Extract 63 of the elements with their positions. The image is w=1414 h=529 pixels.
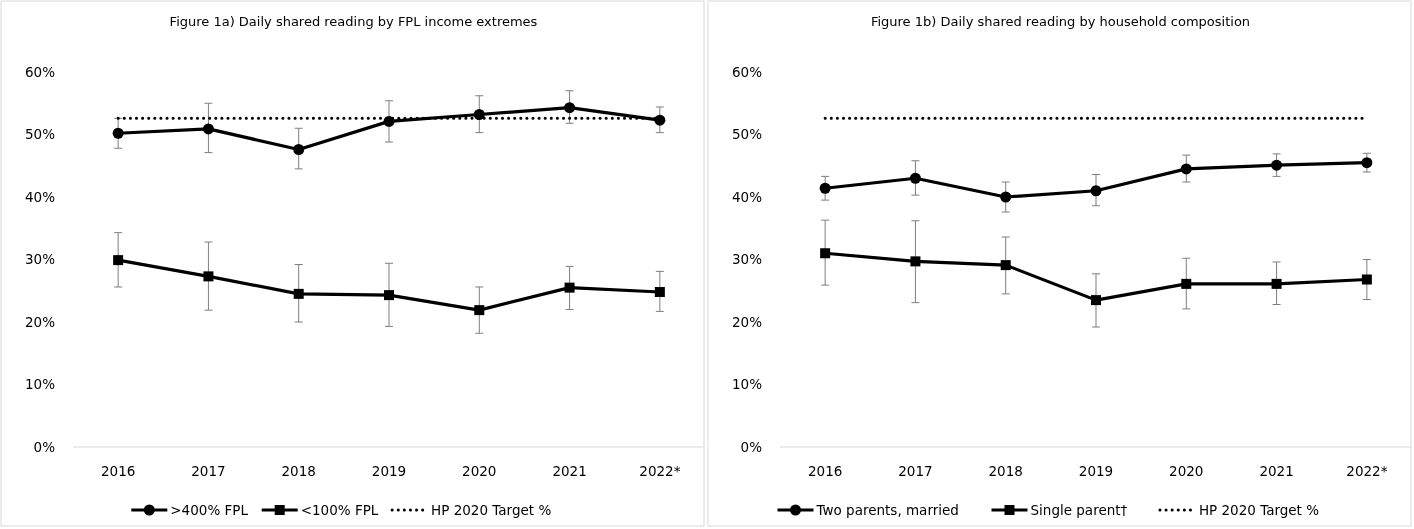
x-tick-label: 2019 <box>371 463 407 479</box>
point <box>564 282 575 293</box>
y-tick-label: 0% <box>33 438 56 455</box>
y-tick-label: 10% <box>24 376 56 393</box>
y-tick-label: 30% <box>24 251 56 268</box>
point <box>1271 159 1283 171</box>
y-tick-label: 0% <box>740 438 763 455</box>
legend-label: Single parent† <box>1030 501 1128 518</box>
point <box>820 248 831 259</box>
point <box>1091 295 1101 306</box>
y-tick-label: 20% <box>24 313 56 330</box>
legend-label: HP 2020 Target % <box>1198 501 1320 518</box>
y-tick-label: 10% <box>731 376 763 393</box>
point <box>654 114 666 126</box>
point <box>112 127 124 139</box>
point <box>113 255 124 266</box>
y-tick-label: 50% <box>731 126 763 143</box>
x-tick-label: 2022* <box>639 463 681 479</box>
point <box>910 256 921 267</box>
point <box>819 182 831 194</box>
point <box>473 109 485 120</box>
y-tick-label: 60% <box>24 63 56 80</box>
x-tick-label: 2018 <box>988 463 1023 479</box>
point <box>293 144 305 155</box>
point <box>1090 185 1102 197</box>
point <box>1361 157 1373 169</box>
legend-label: <100% FPL <box>300 501 379 518</box>
point <box>654 287 665 297</box>
x-tick-label: 2021 <box>1259 463 1294 479</box>
y-tick-label: 20% <box>731 313 763 330</box>
point <box>384 290 394 301</box>
point <box>1000 191 1012 203</box>
point <box>474 305 485 316</box>
point <box>564 102 576 114</box>
x-tick-label: 2022* <box>1346 463 1388 479</box>
point <box>1000 260 1011 271</box>
chart-title: Figure 1a) Daily shared reading by FPL income extremes <box>169 14 538 29</box>
point <box>1180 163 1192 175</box>
x-tick-label: 2019 <box>1078 463 1114 479</box>
x-tick-label: 2020 <box>462 463 497 479</box>
y-tick-label: 50% <box>24 126 56 143</box>
y-tick-label: 40% <box>24 188 56 205</box>
point <box>203 271 214 282</box>
legend-label: Two parents, married <box>815 501 959 518</box>
point <box>1361 274 1372 285</box>
y-tick-label: 30% <box>731 251 763 268</box>
x-tick-label: 2021 <box>552 463 587 479</box>
chart-title: Figure 1b) Daily shared reading by household composition <box>870 14 1251 29</box>
point <box>293 288 304 299</box>
x-tick-label: 2018 <box>281 463 316 479</box>
x-tick-label: 2016 <box>807 463 843 479</box>
y-tick-label: 40% <box>731 188 763 205</box>
point <box>202 123 214 135</box>
point <box>909 172 921 184</box>
x-tick-label: 2016 <box>100 463 136 479</box>
x-tick-label: 2017 <box>191 463 226 479</box>
point <box>1181 278 1192 289</box>
x-tick-label: 2020 <box>1169 463 1204 479</box>
x-tick-label: 2017 <box>898 463 933 479</box>
legend-label: HP 2020 Target % <box>431 501 552 518</box>
y-tick-label: 60% <box>731 63 763 80</box>
legend-label: >400% FPL <box>170 501 249 518</box>
point <box>1271 278 1282 289</box>
